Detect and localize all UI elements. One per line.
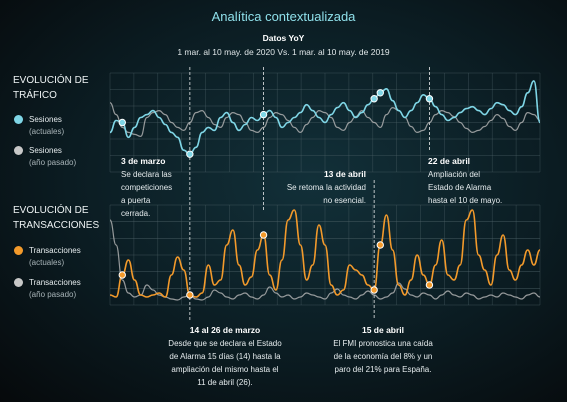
annotation-title: 15 de abril [361, 325, 405, 335]
annotation-line: Desde que se declara el Estado [168, 339, 282, 348]
series-line-transactions-current [109, 209, 541, 298]
annotation-line: competiciones [121, 183, 173, 192]
annotation-title: 22 de abril [428, 156, 471, 166]
chart-subtitle: Datos YoY [262, 33, 305, 43]
series-line-sessions-current [109, 80, 541, 155]
annotation-mar3: 3 de marzo Se declara las competiciones … [121, 155, 211, 220]
event-dot [370, 286, 378, 294]
event-dot [118, 271, 126, 279]
transactions-title-line1: EVOLUCIÓN DE [13, 205, 89, 216]
legend-sessions-current: Sesiones (actuales) [14, 114, 64, 138]
legend-label: Transacciones [29, 246, 81, 255]
event-dot [376, 241, 384, 249]
transactions-section-title: EVOLUCIÓN DE TRANSACCIONES [13, 203, 123, 233]
annotation-line: no esencial. [323, 196, 366, 205]
annotation-apr13: 13 de abril Se retoma la actividad no es… [264, 168, 366, 207]
event-dot [370, 95, 378, 103]
annotation-line: a puerta [121, 196, 151, 205]
annotation-line: Estado de Alarma [428, 183, 492, 192]
legend-dot-icon [14, 115, 23, 124]
date-range: 1 mar. al 10 may. de 2020 Vs. 1 mar. al … [177, 47, 390, 57]
annotation-line: Se declara las [121, 170, 172, 179]
legend-label: Sesiones [29, 115, 62, 124]
legend-label: Transacciones [29, 278, 81, 287]
legend-dot-icon [14, 278, 23, 287]
legend-sublabel: (actuales) [29, 258, 65, 267]
annotation-line: paro del 21% para España. [334, 365, 432, 374]
annotation-line: de la economía del 8% y un [333, 352, 433, 361]
annotation-apr15: 15 de abril El FMI pronostica una caída … [318, 324, 448, 376]
legend-transactions-previous: Transacciones (año pasado) [14, 277, 81, 301]
annotation-title: 13 de abril [323, 169, 366, 179]
annotation-apr22: 22 de abril Ampliación del Estado de Ala… [428, 155, 538, 207]
annotation-line: 11 de abril (26). [197, 378, 253, 387]
series-line-sessions-previous [109, 102, 541, 137]
annotation-line: de Alarma 15 días (14) hasta la [169, 352, 281, 361]
event-dots [118, 89, 434, 299]
event-dot [376, 89, 384, 97]
legend-dot-icon [14, 146, 23, 155]
annotation-line: ampliación del mismo hasta el [171, 365, 279, 374]
traffic-section-title: EVOLUCIÓN DE TRÁFICO [13, 73, 123, 103]
event-markers [189, 67, 430, 320]
annotation-line: Se retoma la actividad [286, 183, 366, 192]
transactions-grid [109, 204, 541, 306]
event-dot [186, 291, 194, 299]
annotation-mar14-26: 14 al 26 de marzo Desde que se declara e… [160, 324, 290, 389]
traffic-title-line1: EVOLUCIÓN DE [13, 75, 89, 86]
event-dot [118, 118, 126, 127]
legend-sublabel: (actuales) [29, 127, 65, 136]
legend-dot-icon [14, 246, 23, 255]
annotation-title: 14 al 26 de marzo [189, 325, 261, 335]
chart-title: Analítica contextualizada [211, 9, 356, 24]
annotation-title: 3 de marzo [121, 156, 166, 166]
legend-sublabel: (año pasado) [29, 158, 77, 167]
transactions-title-line2: TRANSACCIONES [13, 220, 100, 231]
series-line-transactions-previous [109, 219, 541, 301]
legend-sublabel: (año pasado) [29, 290, 77, 299]
event-dot [259, 231, 268, 239]
series-lines [109, 80, 541, 301]
legend-label: Sesiones [29, 146, 62, 155]
event-dot [425, 95, 434, 103]
legend-transactions-current: Transacciones (actuales) [14, 245, 81, 269]
annotation-line: hasta el 10 de mayo. [428, 196, 503, 205]
event-dot [259, 110, 268, 119]
event-dot [425, 281, 434, 289]
annotation-line: El FMI pronostica una caída [333, 339, 433, 348]
legend-sessions-previous: Sesiones (año pasado) [14, 145, 76, 169]
traffic-title-line2: TRÁFICO [13, 90, 57, 101]
annotation-line: Ampliación del [428, 170, 481, 179]
annotation-line: cerrada. [121, 209, 151, 218]
event-dot [186, 150, 194, 158]
